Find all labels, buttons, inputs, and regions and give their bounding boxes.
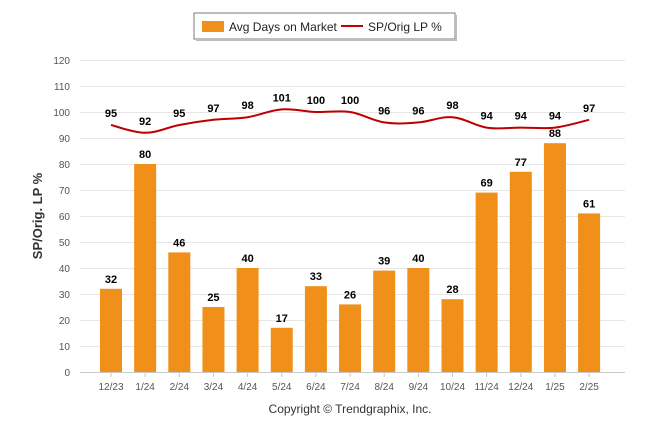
bar-data-label: 46 xyxy=(173,237,185,249)
x-tick-label: 1/24 xyxy=(135,382,155,393)
legend-box xyxy=(193,12,456,40)
x-tick-label: 6/24 xyxy=(306,382,326,393)
bar xyxy=(202,307,225,372)
y-tick-label: 120 xyxy=(53,56,70,67)
y-tick-label: 50 xyxy=(59,238,71,249)
x-tick-label: 2/25 xyxy=(579,382,599,393)
legend-swatch-bar xyxy=(202,21,224,32)
bar-data-label: 17 xyxy=(276,313,288,325)
y-tick-label: 10 xyxy=(59,342,71,353)
y-tick-label: 20 xyxy=(59,316,71,327)
x-tick-label: 12/23 xyxy=(98,382,123,393)
bar-data-label: 32 xyxy=(105,274,117,286)
line-data-label: 100 xyxy=(341,95,359,107)
line-data-label: 94 xyxy=(481,111,494,123)
bar xyxy=(134,164,157,372)
bar-data-label: 28 xyxy=(446,284,458,296)
line-data-label: 92 xyxy=(139,116,151,128)
bar-data-label: 80 xyxy=(139,149,151,161)
y-tick-label: 110 xyxy=(54,82,70,93)
x-tick-label: 3/24 xyxy=(204,382,224,393)
bar xyxy=(339,304,362,372)
x-tick-label: 11/24 xyxy=(475,382,500,393)
x-tick-label: 10/24 xyxy=(440,382,465,393)
x-tick-label: 4/24 xyxy=(238,382,258,393)
line-data-label: 94 xyxy=(515,111,528,123)
line-data-label: 97 xyxy=(583,103,595,115)
footer-copyright: Copyright © Trendgraphix, Inc. xyxy=(269,402,432,416)
bar xyxy=(543,143,566,372)
line-data-label: 96 xyxy=(378,105,390,117)
bar xyxy=(475,192,498,372)
bar xyxy=(270,327,293,372)
bar-data-label: 26 xyxy=(344,289,356,301)
bar xyxy=(304,286,327,372)
x-tick-label: 8/24 xyxy=(374,382,394,393)
bar xyxy=(168,252,191,372)
y-tick-label: 30 xyxy=(59,290,71,301)
bar-data-label: 88 xyxy=(549,128,561,140)
x-tick-label: 5/24 xyxy=(272,382,292,393)
bar-data-label: 77 xyxy=(515,157,527,169)
bar-data-label: 40 xyxy=(412,253,424,265)
bar xyxy=(407,268,430,372)
y-tick-label: 90 xyxy=(59,134,71,145)
bar xyxy=(509,171,532,372)
y-tick-label: 100 xyxy=(53,108,70,119)
bar xyxy=(100,288,122,372)
y-tick-label: 40 xyxy=(59,264,71,275)
line-data-label: 98 xyxy=(241,100,253,112)
bar-data-label: 40 xyxy=(241,253,253,265)
bar-series: 32 80 46 25 40 17 33 26 39 40 28 69 77 88 61 xyxy=(100,128,601,372)
x-tick-label: 7/24 xyxy=(340,382,360,393)
bar xyxy=(578,213,601,372)
bar-data-label: 39 xyxy=(378,256,390,268)
x-tick-label: 1/25 xyxy=(545,382,565,393)
line-series: 95 92 95 97 98 101 100 100 96 96 98 94 94 94 97 xyxy=(105,92,595,134)
bar-data-label: 33 xyxy=(310,271,322,283)
bar xyxy=(236,268,259,372)
legend-label-line: SP/Orig LP % xyxy=(368,20,442,34)
line-data-label: 96 xyxy=(412,105,424,117)
y-tick-label: 60 xyxy=(59,212,71,223)
line-data-label: 100 xyxy=(307,95,325,107)
line-data-label: 101 xyxy=(273,92,291,104)
x-tick-label: 12/24 xyxy=(508,382,533,393)
y-tick-label: 70 xyxy=(59,186,71,197)
x-tick-label: 9/24 xyxy=(409,382,429,393)
bar-data-label: 25 xyxy=(207,292,219,304)
line-data-label: 95 xyxy=(105,108,117,120)
y-tick-label: 80 xyxy=(59,160,71,171)
y-axis-label: SP/Orig. LP % xyxy=(30,172,45,259)
line-data-label: 95 xyxy=(173,108,185,120)
bar xyxy=(373,270,396,372)
y-tick-label: 0 xyxy=(64,368,70,379)
y-axis-ticks: 0 10 20 30 40 50 60 70 80 90 100 110 120 xyxy=(53,56,70,379)
x-axis-ticks: 12/23 1/24 2/24 3/24 4/24 5/24 6/24 7/24 8/24 9/2… xyxy=(98,372,599,393)
bar xyxy=(441,299,464,372)
line-data-label: 98 xyxy=(446,100,458,112)
line-data-label: 94 xyxy=(549,111,562,123)
legend: Avg Days on Market SP/Orig LP % xyxy=(193,12,457,41)
legend-label-bar: Avg Days on Market xyxy=(229,20,337,34)
bar-data-label: 69 xyxy=(481,178,493,190)
x-tick-label: 2/24 xyxy=(170,382,190,393)
bar-data-label: 61 xyxy=(583,198,595,210)
line-path xyxy=(110,108,590,134)
line-data-label: 97 xyxy=(207,103,219,115)
